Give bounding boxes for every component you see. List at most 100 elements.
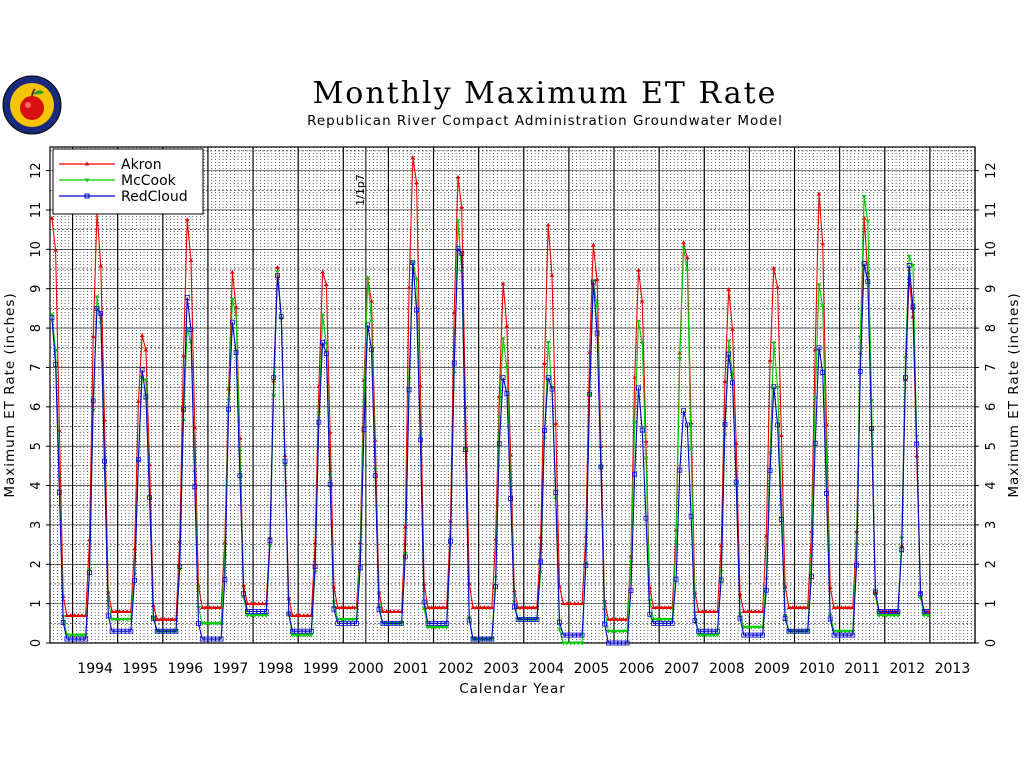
- x-tick-label: 2007: [664, 661, 700, 677]
- data-point-mccook: [444, 625, 449, 630]
- data-point-akron: [200, 605, 205, 610]
- data-point-akron: [294, 612, 299, 617]
- data-point-mccook: [429, 625, 434, 630]
- data-point-mccook: [685, 268, 690, 273]
- data-point-mccook: [745, 625, 750, 630]
- data-point-redcloud: [105, 613, 111, 619]
- data-point-akron: [230, 269, 235, 274]
- data-point-akron: [414, 180, 419, 185]
- data-point-redcloud: [312, 564, 318, 570]
- data-point-akron: [79, 612, 85, 617]
- data-point-akron: [700, 609, 705, 614]
- data-point-mccook: [124, 617, 130, 622]
- data-point-redcloud: [906, 263, 912, 268]
- data-point-mccook: [613, 629, 619, 634]
- data-point-mccook: [711, 633, 716, 638]
- data-point-mccook: [869, 399, 874, 404]
- data-point-mccook: [651, 617, 656, 622]
- legend-label-akron: Akron: [121, 157, 162, 173]
- data-point-mccook: [233, 314, 239, 319]
- data-point-mccook: [816, 283, 822, 288]
- data-point-akron: [467, 581, 472, 586]
- data-point-akron: [594, 277, 600, 282]
- data-point-redcloud: [624, 640, 630, 646]
- data-point-akron: [113, 609, 119, 614]
- y-tick-label-left: 7: [29, 363, 44, 371]
- data-point-akron: [121, 609, 126, 614]
- data-point-redcloud: [57, 489, 62, 495]
- data-point-mccook: [256, 613, 261, 618]
- data-point-mccook: [211, 621, 216, 626]
- data-point-redcloud: [323, 351, 329, 357]
- data-point-mccook: [888, 613, 893, 618]
- data-point-redcloud: [192, 484, 198, 490]
- data-point-mccook: [546, 340, 551, 345]
- data-point-redcloud: [188, 327, 194, 333]
- data-point-mccook: [237, 449, 243, 454]
- data-point-akron: [530, 605, 536, 610]
- data-point-mccook: [884, 613, 889, 618]
- data-point-redcloud: [538, 559, 544, 565]
- data-point-redcloud: [218, 636, 224, 642]
- data-point-mccook: [594, 304, 600, 309]
- data-point-redcloud: [181, 407, 186, 412]
- data-point-mccook: [433, 625, 438, 630]
- data-point-mccook: [305, 633, 310, 638]
- data-point-redcloud: [455, 246, 461, 251]
- data-point-akron: [546, 222, 551, 227]
- data-point-redcloud: [263, 609, 269, 614]
- data-point-mccook: [68, 633, 73, 638]
- data-point-mccook: [628, 560, 634, 565]
- data-point-redcloud: [402, 554, 408, 560]
- data-point-mccook: [369, 319, 374, 324]
- y-tick-label-left: 3: [29, 521, 44, 529]
- data-point-redcloud: [508, 496, 514, 501]
- data-point-mccook: [906, 254, 912, 259]
- data-point-akron: [53, 247, 58, 252]
- x-tick-label: 2012: [889, 661, 925, 677]
- data-point-redcloud: [361, 426, 367, 432]
- data-point-akron: [572, 601, 577, 606]
- data-point-redcloud: [730, 380, 735, 386]
- data-point-redcloud: [184, 294, 190, 300]
- data-point-akron: [775, 285, 780, 290]
- data-point-akron: [380, 609, 385, 614]
- plot-frame: [49, 146, 976, 644]
- data-point-mccook: [681, 246, 686, 251]
- data-point-mccook: [260, 613, 265, 618]
- data-point-akron: [211, 605, 216, 610]
- data-point-mccook: [294, 633, 299, 638]
- data-point-redcloud: [726, 351, 732, 357]
- x-tick-label: 2002: [438, 661, 474, 677]
- data-point-mccook: [207, 621, 213, 626]
- data-point-redcloud: [636, 385, 641, 391]
- data-point-mccook: [568, 641, 573, 646]
- data-point-mccook: [632, 421, 637, 426]
- data-point-akron: [745, 609, 750, 614]
- data-point-redcloud: [895, 609, 901, 614]
- data-point-mccook: [756, 625, 761, 630]
- data-point-redcloud: [579, 632, 585, 638]
- data-point-akron: [843, 605, 848, 610]
- data-point-mccook: [925, 613, 931, 618]
- data-point-redcloud: [98, 311, 104, 316]
- data-point-redcloud: [369, 347, 374, 353]
- data-point-akron: [98, 263, 103, 268]
- data-point-akron: [519, 605, 525, 610]
- data-point-akron: [429, 605, 434, 610]
- data-point-redcloud: [275, 273, 280, 279]
- data-point-redcloud: [914, 441, 920, 447]
- data-point-redcloud: [308, 628, 314, 634]
- data-point-mccook: [643, 457, 649, 462]
- data-point-akron: [339, 605, 344, 610]
- data-point-mccook: [365, 276, 370, 281]
- data-point-akron: [410, 155, 416, 160]
- y-tick-label-right: 4: [984, 481, 999, 489]
- y-tick-label-left: 1: [29, 599, 44, 607]
- data-point-redcloud: [421, 599, 427, 605]
- x-tick-label: 2008: [709, 661, 745, 677]
- data-point-akron: [568, 601, 573, 606]
- data-point-akron: [87, 537, 92, 542]
- data-point-mccook: [640, 341, 645, 346]
- data-point-mccook: [275, 270, 280, 275]
